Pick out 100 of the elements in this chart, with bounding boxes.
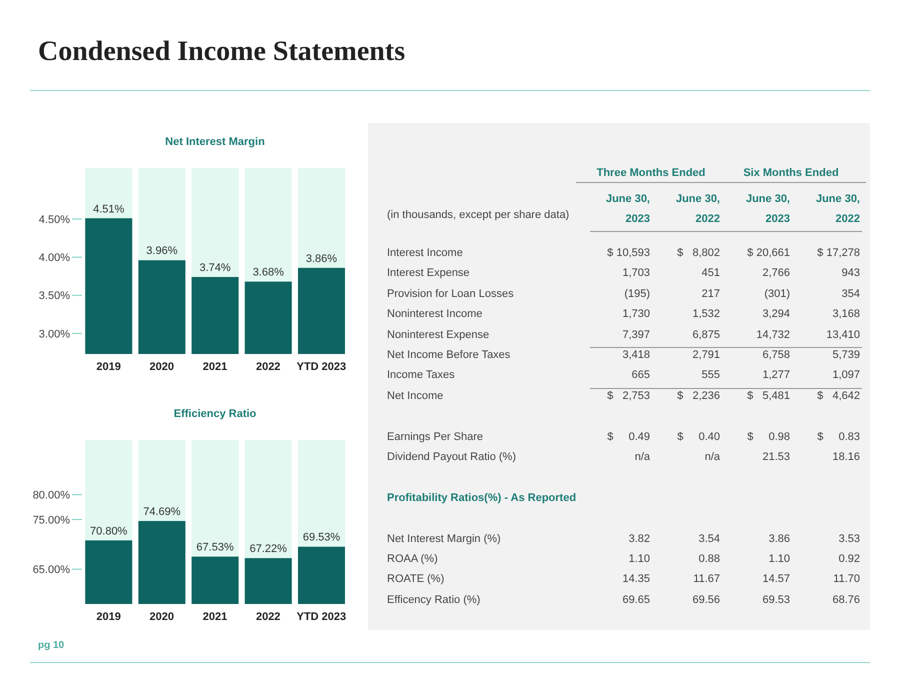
data-label: 3,168 (831, 308, 860, 320)
data-label: $ 8,802 (676, 247, 720, 259)
data-label: 67.53% (196, 542, 234, 554)
data-label: 69.53 (761, 594, 790, 606)
text: June 30, 2022 (674, 192, 720, 227)
text: June 30, 2022 (814, 192, 860, 227)
data-label: n/a (704, 451, 720, 463)
data-label: 3.54 (698, 532, 720, 545)
category-label: Provision for Loan Losses (387, 288, 514, 300)
data-label: 74.69% (143, 506, 181, 518)
data-label: 451 (700, 267, 720, 280)
text: (in thousands, except per share data) (387, 209, 570, 221)
data-label: $ 0.98 (746, 430, 790, 443)
data-label: 3.68% (252, 266, 284, 279)
data-label: 69.53% (302, 532, 340, 544)
y-tick-label: 3.50% (38, 290, 70, 302)
data-label: $ 20,661 (746, 247, 790, 259)
data-label: 3.86% (306, 252, 338, 265)
data-label: 7,397 (621, 328, 650, 341)
data-label: 3.74% (199, 262, 231, 274)
text: Six Months Ended (716, 167, 866, 183)
x-tick-label: YTD 2023 (296, 360, 346, 373)
data-label: $ 2,753 (606, 390, 650, 402)
y-tick-label: 75.00% (32, 514, 70, 526)
data-label: $ 17,278 (816, 247, 860, 259)
data-label: $ 0.49 (606, 430, 650, 443)
category-label: Net Income Before Taxes (387, 349, 510, 361)
data-label: $ 0.40 (676, 430, 720, 443)
x-tick-label: 2022 (256, 610, 280, 623)
data-label: 14.57 (761, 573, 790, 586)
data-label: 665 (630, 369, 650, 382)
data-label: 68.76 (831, 594, 860, 606)
data-label: 13,410 (825, 328, 860, 341)
data-label: n/a (634, 451, 650, 463)
y-tick-label: 4.50% (38, 214, 70, 226)
category-label: Net Income (387, 390, 444, 402)
category-label: ROAA (%) (387, 553, 438, 565)
data-label: 354 (840, 288, 860, 300)
data-label: (301) (763, 288, 790, 300)
category-label: Interest Expense (387, 267, 470, 280)
y-tick-label: 3.00% (38, 328, 70, 340)
data-label: 1.10 (628, 553, 650, 565)
data-label: 1,703 (621, 267, 650, 280)
data-label: 555 (700, 369, 720, 382)
data-label: 6,758 (761, 349, 790, 361)
category-label: Net Interest Margin (%) (387, 532, 501, 545)
text: Three Months Ended (576, 167, 726, 183)
data-label: 2,791 (691, 349, 720, 361)
data-label: 4.51% (93, 203, 124, 216)
data-label: 21.53 (761, 451, 790, 463)
data-label: 1.10 (768, 553, 790, 565)
category-label: Income Taxes (387, 369, 455, 382)
data-label: (195) (623, 288, 650, 300)
data-label: 0.92 (838, 553, 860, 565)
text: pg 10 (38, 640, 64, 651)
data-label: 3.82 (628, 532, 650, 545)
data-label: 67.22% (250, 543, 288, 556)
x-tick-label: YTD 2023 (296, 610, 346, 623)
series-label: June 30, 2023 (604, 192, 650, 227)
data-label: 14.35 (621, 573, 650, 586)
data-label: $ 5,481 (746, 390, 790, 402)
data-label: 0.88 (698, 553, 720, 565)
data-label: 1,277 (761, 369, 790, 382)
x-tick-label: 2019 (96, 360, 121, 373)
data-label: $ 2,236 (676, 390, 720, 402)
category-label: Efficency Ratio (%) (387, 594, 480, 606)
category-label: Earnings Per Share (387, 430, 483, 443)
x-tick-label: 2019 (96, 610, 121, 623)
data-label: 18.16 (831, 451, 860, 463)
category-label: Dividend Payout Ratio (%) (387, 451, 516, 463)
x-tick-label: 2021 (202, 610, 228, 623)
y-tick-label: 4.00% (38, 252, 70, 264)
category-label: ROATE (%) (387, 573, 444, 586)
data-label: 943 (840, 267, 860, 280)
data-label: 69.65 (621, 594, 650, 606)
data-label: 3,418 (621, 349, 650, 361)
text: June 30, 2023 (744, 192, 790, 227)
data-label: 3,294 (761, 308, 790, 320)
data-label: 3.86 (768, 532, 790, 545)
data-label: 11.67 (692, 573, 720, 586)
category-label: Interest Income (387, 247, 463, 259)
y-tick-label: 80.00% (32, 490, 70, 502)
x-tick-label: 2020 (150, 610, 174, 623)
data-label: 217 (700, 288, 720, 300)
data-label: 5,739 (831, 349, 860, 361)
data-label: 3.53 (838, 532, 860, 545)
data-label: 3.96% (146, 245, 178, 258)
data-label: 1,730 (621, 308, 650, 320)
data-label: $ 4,642 (816, 390, 860, 402)
category-label: Noninterest Income (387, 308, 482, 320)
data-label: 1,532 (691, 308, 720, 320)
data-label: $ 0.83 (816, 430, 860, 443)
chart-title: Net Interest Margin (164, 136, 266, 150)
x-tick-label: 2020 (150, 360, 174, 373)
data-label: 11.70 (832, 573, 860, 586)
y-tick-label: 65.00% (32, 564, 70, 576)
category-label: Profitability Ratios(%) - As Reported (387, 492, 576, 504)
data-label: 69.56 (691, 594, 720, 606)
category-label: Noninterest Expense (387, 328, 490, 341)
data-label: 1,097 (831, 369, 860, 382)
